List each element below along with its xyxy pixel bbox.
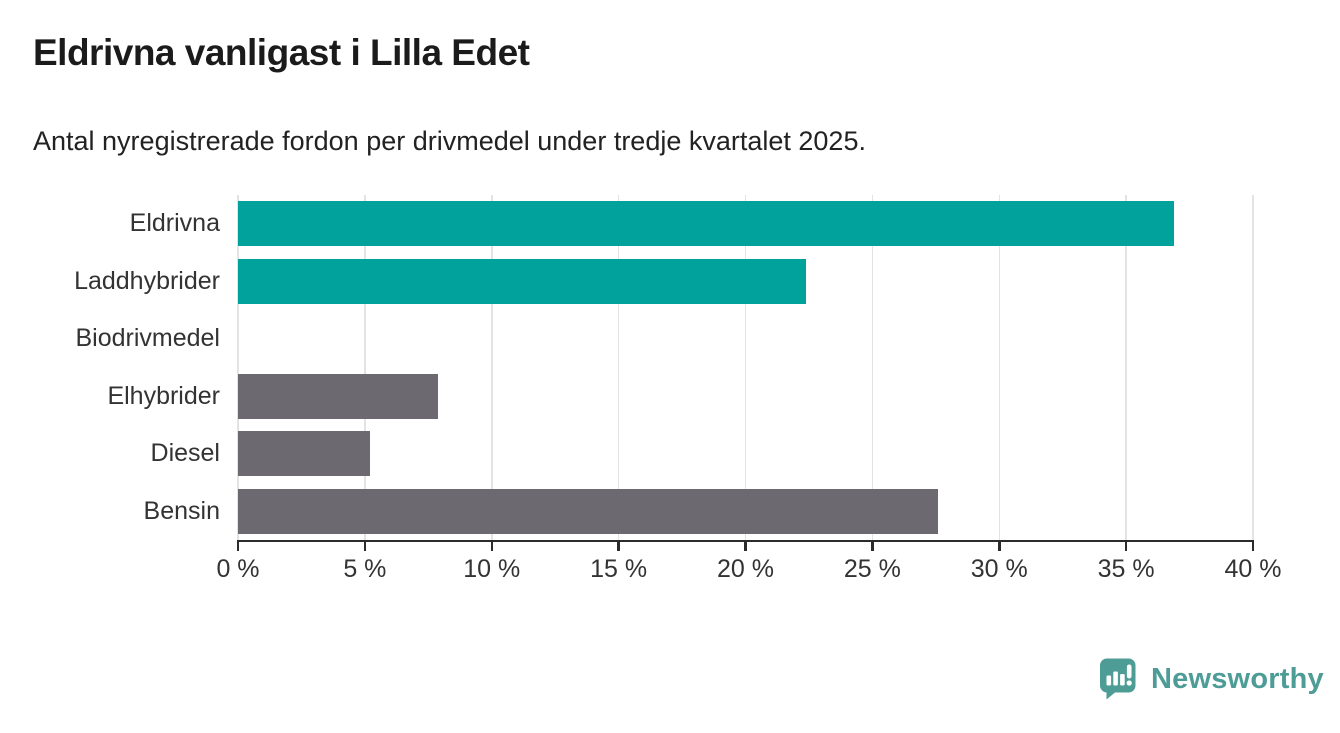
x-tick-label: 0 %: [216, 555, 260, 583]
category-label: Bensin: [143, 496, 220, 525]
category-label: Biodrivmedel: [75, 324, 220, 352]
chart-subtitle: Antal nyregistrerade fordon per drivmede…: [33, 126, 866, 156]
newsworthy-logo-text: Newsworthy: [1151, 662, 1324, 695]
axis-tick: [490, 540, 493, 551]
bar-eldrivna: [238, 201, 1175, 247]
axis-tick: [998, 540, 1001, 551]
gridline: [491, 195, 493, 540]
axis-tick: [744, 540, 747, 551]
x-tick-label: 25 %: [843, 555, 901, 583]
axis-tick: [1251, 540, 1255, 551]
bar-elhybrider: [238, 373, 439, 419]
bar-diesel: [238, 431, 370, 477]
x-tick-label: 5 %: [343, 555, 387, 583]
bar-bensin: [238, 488, 939, 534]
x-tick-label: 15 %: [590, 555, 648, 583]
newsworthy-logo: Newsworthy: [1100, 658, 1324, 700]
bar-laddhybrider: [238, 258, 807, 304]
category-label: Eldrivna: [129, 209, 220, 237]
x-tick-label: 20 %: [717, 555, 774, 583]
x-tick-label: 35 %: [1097, 555, 1155, 583]
chart-title: Eldrivna vanligast i Lilla Edet: [33, 32, 530, 73]
axis-tick: [871, 540, 874, 551]
category-label: Elhybrider: [107, 381, 220, 410]
axis-tick: [236, 540, 240, 551]
gridline: [364, 195, 366, 540]
axis-tick: [617, 540, 620, 551]
gridline: [1125, 195, 1127, 540]
axis-tick: [1124, 540, 1128, 551]
gridline: [617, 195, 620, 540]
gridline: [744, 195, 747, 540]
x-tick-label: 30 %: [970, 555, 1028, 583]
x-axis-line: [237, 539, 1254, 542]
category-label: Laddhybrider: [74, 266, 220, 295]
gridline: [237, 195, 239, 540]
gridline: [1252, 195, 1254, 540]
x-tick-label: 10 %: [463, 555, 521, 583]
category-label: Diesel: [150, 439, 220, 467]
newsworthy-bubble-chart-icon: [1100, 658, 1136, 700]
gridline: [871, 195, 874, 540]
axis-tick: [363, 540, 367, 551]
gridline: [998, 195, 1000, 540]
x-tick-label: 40 %: [1224, 555, 1282, 583]
plot-area: 0 % 5 % 10 % 15 % 20 % 25 % 30 % 35 % 40 % Eldriv…: [74, 195, 1281, 583]
